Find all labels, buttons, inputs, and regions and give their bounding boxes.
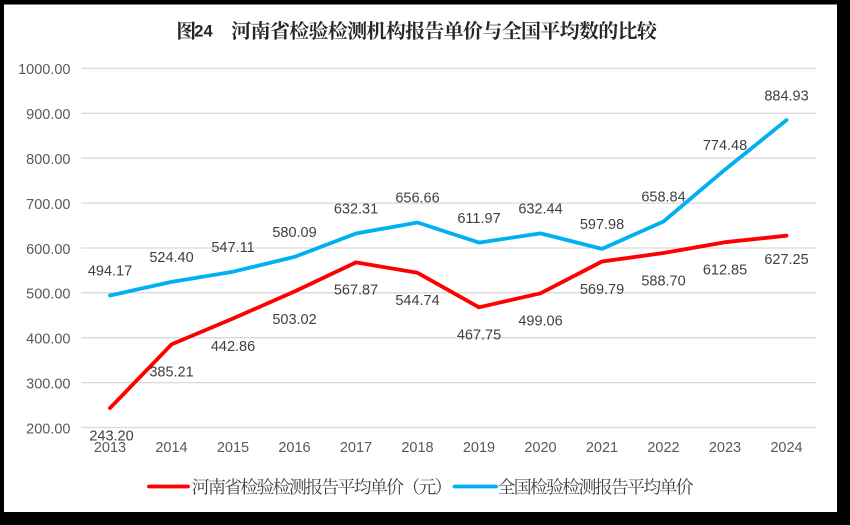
svg-text:2013: 2013 <box>94 440 126 456</box>
svg-text:774.48: 774.48 <box>703 138 747 154</box>
svg-text:1000.00: 1000.00 <box>18 62 70 78</box>
svg-text:612.85: 612.85 <box>703 263 747 279</box>
svg-text:658.84: 658.84 <box>641 190 685 206</box>
svg-text:800.00: 800.00 <box>26 152 70 168</box>
svg-text:656.66: 656.66 <box>395 191 439 207</box>
svg-text:243.20: 243.20 <box>89 428 133 444</box>
svg-text:2024: 2024 <box>770 440 802 456</box>
svg-text:632.31: 632.31 <box>334 202 378 218</box>
svg-text:400.00: 400.00 <box>26 332 70 348</box>
svg-text:2016: 2016 <box>278 440 310 456</box>
svg-text:2014: 2014 <box>155 440 187 456</box>
svg-text:632.44: 632.44 <box>518 202 562 218</box>
svg-text:900.00: 900.00 <box>26 107 70 123</box>
svg-text:627.25: 627.25 <box>764 252 808 268</box>
svg-text:200.00: 200.00 <box>26 421 70 437</box>
svg-text:884.93: 884.93 <box>764 88 808 104</box>
svg-text:580.09: 580.09 <box>272 225 316 241</box>
svg-text:2023: 2023 <box>709 440 741 456</box>
svg-text:2021: 2021 <box>586 440 618 456</box>
svg-text:544.74: 544.74 <box>395 293 439 309</box>
svg-text:567.87: 567.87 <box>334 283 378 299</box>
svg-text:588.70: 588.70 <box>641 273 685 289</box>
svg-text:2019: 2019 <box>463 440 495 456</box>
svg-text:494.17: 494.17 <box>88 264 132 280</box>
svg-text:600.00: 600.00 <box>26 242 70 258</box>
svg-text:2018: 2018 <box>401 440 433 456</box>
svg-text:2020: 2020 <box>524 440 556 456</box>
svg-text:24: 24 <box>194 23 213 41</box>
svg-text:500.00: 500.00 <box>26 287 70 303</box>
svg-text:569.79: 569.79 <box>580 282 624 298</box>
svg-text:2017: 2017 <box>340 440 372 456</box>
svg-text:597.98: 597.98 <box>580 217 624 233</box>
svg-text:700.00: 700.00 <box>26 197 70 213</box>
svg-text:611.97: 611.97 <box>457 211 500 227</box>
svg-text:300.00: 300.00 <box>26 376 70 392</box>
svg-text:503.02: 503.02 <box>272 312 316 328</box>
svg-text:499.06: 499.06 <box>518 314 562 330</box>
svg-text:524.40: 524.40 <box>149 250 193 266</box>
svg-text:442.86: 442.86 <box>211 339 255 355</box>
svg-text:2022: 2022 <box>647 440 679 456</box>
svg-text:2015: 2015 <box>217 440 249 456</box>
svg-text:467.75: 467.75 <box>457 328 501 344</box>
svg-text:547.11: 547.11 <box>211 240 254 256</box>
svg-text:385.21: 385.21 <box>149 365 193 381</box>
